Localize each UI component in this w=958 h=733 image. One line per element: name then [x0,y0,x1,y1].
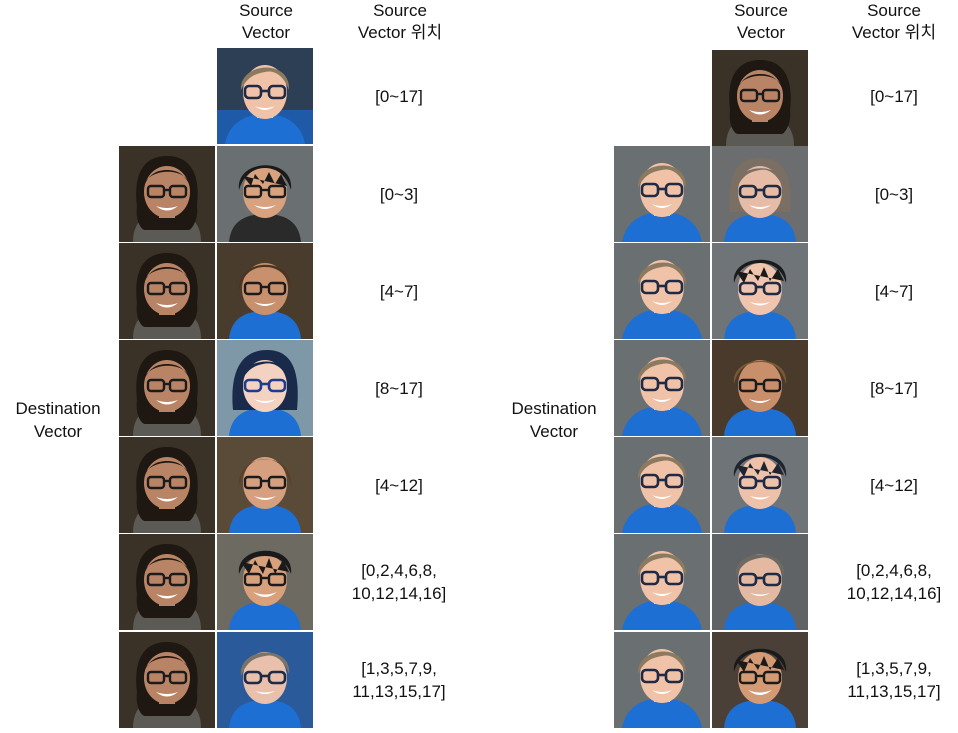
range-label: [4~12] [375,475,423,495]
range-label: [0~3] [379,184,419,204]
destination-face-image [119,632,215,728]
boy-portrait [614,340,710,436]
destination-face-image [119,243,215,339]
result-face-image [712,146,808,242]
destination-face-image [614,534,710,630]
boy-portrait [614,146,710,242]
result-face-image [217,437,313,533]
boy-portrait [614,534,710,630]
destination-face-image [614,340,710,436]
result-face-image [217,632,313,728]
result-face-image [712,437,808,533]
range-label: [0~3] [874,184,914,204]
mixed-portrait [712,340,808,436]
mixed-portrait [217,340,313,436]
result-face-image [712,243,808,339]
header-source-vector: Source Vector [239,1,293,42]
destination-face-image [614,632,710,728]
woman-portrait [119,437,215,533]
destination-vector-label: Destination Vector [511,399,597,441]
result-face-image [217,146,313,242]
boy-portrait [217,48,313,144]
woman-portrait [712,50,808,146]
range-label: [8~17] [870,378,918,398]
range-label: [4~12] [870,475,918,495]
range-label: [0~17] [375,86,423,106]
woman-portrait [119,146,215,242]
destination-vector-label: Destination Vector [15,399,101,441]
result-face-image [217,243,313,339]
woman-portrait [119,534,215,630]
mixed-portrait [217,632,313,728]
range-label: [4~7] [874,281,914,301]
destination-face-image [614,437,710,533]
boy-portrait [614,437,710,533]
destination-face-image [119,146,215,242]
result-face-image [712,632,808,728]
header-source-vector: Source Vector [734,1,788,42]
mixed-portrait [712,243,808,339]
destination-face-image [119,437,215,533]
boy-portrait [614,632,710,728]
result-face-image [712,340,808,436]
left-panel: Source Vector Source Vector 위치 Destinati… [15,1,447,728]
mixed-portrait [712,437,808,533]
result-face-image [712,534,808,630]
right-panel: Source Vector Source Vector 위치 Destinati… [479,0,958,733]
mixed-portrait [217,534,313,630]
destination-face-image [614,243,710,339]
header-source-vector-position: Source Vector 위치 [851,1,937,42]
mixed-portrait [712,146,808,242]
range-label: [0,2,4,6,8, 10,12,14,16] [351,561,447,603]
mixed-portrait [712,632,808,728]
destination-face-image [119,534,215,630]
mixed-portrait [217,146,313,242]
range-label: [1,3,5,7,9, 11,13,15,17] [847,659,941,701]
result-face-image [217,340,313,436]
mixed-portrait [712,534,808,630]
range-label: [0,2,4,6,8, 10,12,14,16] [846,561,942,603]
header-source-vector-position: Source Vector 위치 [357,1,443,42]
woman-portrait [119,340,215,436]
mixed-portrait [217,437,313,533]
source-face-image [217,48,313,144]
range-label: [8~17] [375,378,423,398]
range-label: [4~7] [379,281,419,301]
range-label: [1,3,5,7,9, 11,13,15,17] [352,659,446,701]
boy-portrait [614,243,710,339]
result-face-image [217,534,313,630]
range-label: [0~17] [870,86,918,106]
woman-portrait [119,243,215,339]
woman-portrait [119,632,215,728]
source-face-image [712,50,808,146]
destination-face-image [614,146,710,242]
mixed-portrait [217,243,313,339]
destination-face-image [119,340,215,436]
